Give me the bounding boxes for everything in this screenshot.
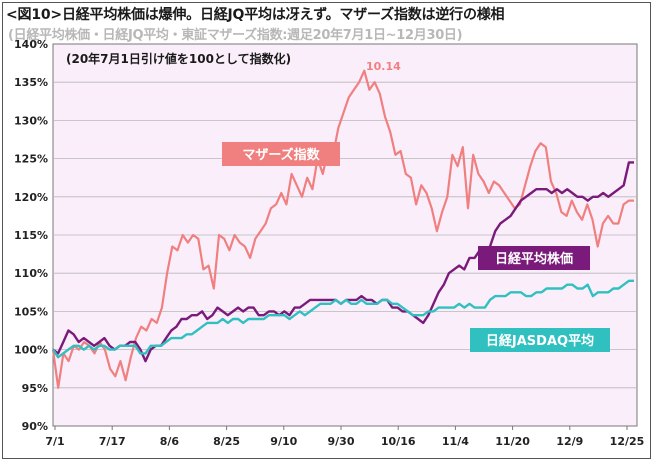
- x-tick-label: 8/25: [213, 435, 240, 448]
- x-tick-label: 8/6: [160, 435, 180, 448]
- chart-note: (20年7月1日引け値を100として指数化): [66, 51, 291, 66]
- label-box: [478, 246, 590, 270]
- x-tick-label: 12/25: [610, 435, 645, 448]
- y-tick-label: 105%: [14, 305, 48, 318]
- jasdaq-line: [52, 279, 634, 359]
- chart-title: <図10>日経平均株価は爆伸。日経JQ平均は冴えず。マザーズ指数は逆行の様相: [6, 7, 505, 23]
- y-tick-label: 100%: [14, 344, 48, 357]
- y-tick-label: 130%: [14, 114, 48, 127]
- label-text: 日経JASDAQ平均: [486, 333, 594, 349]
- y-tick-label: 115%: [14, 229, 48, 242]
- y-tick-label: 95%: [22, 382, 48, 395]
- jasdaq-label: 日経JASDAQ平均: [470, 328, 610, 352]
- y-tick-label: 90%: [22, 420, 48, 433]
- y-tick-label: 140%: [14, 38, 48, 51]
- x-tick-label: 12/9: [556, 435, 583, 448]
- label-box: [222, 142, 340, 166]
- label-box: [470, 328, 610, 352]
- nikkei-label: 日経平均株価: [478, 246, 590, 270]
- x-tick-label: 9/10: [270, 435, 297, 448]
- mothers-label: マザーズ指数: [222, 142, 340, 166]
- y-tick-label: 125%: [14, 153, 48, 166]
- chart-subtitle: (日経平均株価・日経JQ平均・東証マザーズ指数:週足20年7月1日~12月30日…: [8, 28, 463, 43]
- x-tick-label: 10/16: [381, 435, 416, 448]
- label-text: 日経平均株価: [495, 251, 573, 267]
- mothers-line: [51, 69, 634, 389]
- y-tick-label: 110%: [14, 267, 48, 280]
- x-tick-label: 9/30: [328, 435, 355, 448]
- x-tick-label: 7/1: [45, 435, 64, 448]
- label-text: マザーズ指数: [242, 147, 320, 163]
- x-tick-label: 11/4: [442, 435, 469, 448]
- y-tick-label: 120%: [14, 191, 48, 204]
- x-tick-label: 7/17: [99, 435, 126, 448]
- series-lines: [51, 69, 634, 389]
- x-axis-ticks: 7/1 7/17 8/6 8/25 9/10 9/30 10/16 11/4 11/20 12/9…: [45, 426, 644, 448]
- x-tick-label: 11/20: [495, 435, 530, 448]
- peak-annotation: 10.14: [366, 60, 401, 73]
- y-axis-ticks: 90% 95% 100% 105% 110% 115% 120% 125% 130% 135% 14…: [14, 38, 48, 433]
- y-tick-label: 135%: [14, 76, 48, 89]
